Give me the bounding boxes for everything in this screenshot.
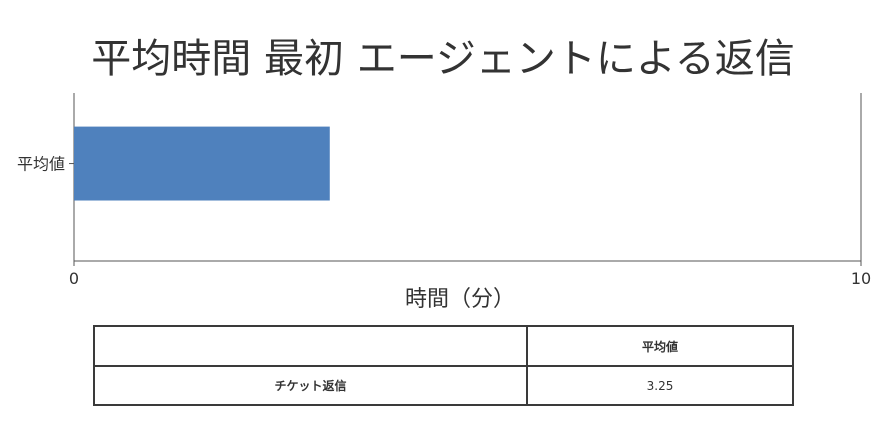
bar-chart: 平均値 0 10 時間（分） bbox=[17, 93, 871, 312]
y-tick-label: 平均値 bbox=[17, 155, 65, 174]
table-row-value: 3.25 bbox=[526, 365, 794, 406]
table-row-label: チケット返信 bbox=[93, 365, 528, 406]
x-tick-label: 0 bbox=[69, 269, 79, 288]
x-axis-label: 時間（分） bbox=[405, 287, 515, 312]
y-axis-ticks: 平均値 bbox=[17, 155, 74, 174]
data-table: 平均値 チケット返信 3.25 bbox=[93, 325, 794, 406]
bar-平均値 bbox=[74, 126, 330, 201]
x-tick-label: 10 bbox=[851, 269, 871, 288]
chart-title: 平均時間 最初 エージェントによる返信 bbox=[91, 36, 795, 82]
x-axis-ticks: 0 10 bbox=[69, 261, 871, 288]
table-row: チケット返信 3.25 bbox=[93, 365, 794, 406]
table-header-value: 平均値 bbox=[526, 325, 794, 367]
table-header-blank bbox=[93, 325, 528, 367]
bars bbox=[74, 126, 330, 201]
table-header-row: 平均値 bbox=[93, 325, 794, 367]
